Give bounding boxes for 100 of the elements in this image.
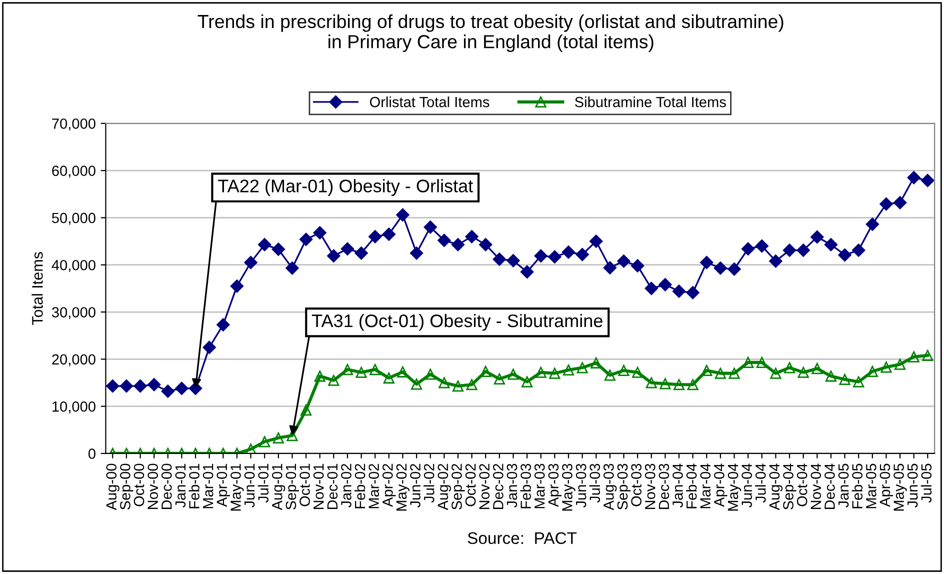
point (508, 368, 519, 380)
point (202, 340, 216, 354)
source-note: Source: PACT (468, 532, 577, 544)
point (755, 239, 768, 253)
x-tick-label: Nov-01 (313, 464, 324, 509)
point (244, 256, 258, 270)
x-tick-label: Aug-00 (106, 464, 120, 510)
x-tick-label: Sep-04 (783, 464, 796, 510)
point (812, 363, 823, 374)
point (742, 356, 754, 368)
point (410, 378, 422, 390)
point (424, 368, 436, 380)
point (106, 379, 120, 393)
point (658, 278, 672, 292)
point (492, 252, 506, 266)
point (259, 436, 270, 448)
chart-title: Trends in prescribing of drugs to treat obesity (orlistat and sibutramine) in Primary Care in England (total items) (198, 14, 784, 52)
point (286, 262, 299, 275)
x-tick-label: May-02 (396, 464, 410, 511)
point (161, 384, 174, 398)
point (686, 286, 700, 300)
x-tick-label: Jul-02 (424, 464, 434, 503)
point (549, 368, 560, 379)
point (216, 318, 230, 332)
x-tick-label: Dec-00 (161, 464, 172, 509)
x-tick-label: Nov-03 (644, 464, 656, 509)
point (824, 238, 838, 252)
point (506, 254, 520, 268)
point (700, 256, 714, 270)
x-tick-label: Mar-03 (534, 464, 545, 508)
point (521, 376, 533, 388)
x-tick-label: Jan-03 (506, 464, 518, 508)
point (299, 232, 313, 246)
x-tick-label: Apr-02 (382, 464, 396, 507)
x-tick-label: Apr-03 (548, 464, 562, 507)
point (714, 368, 726, 379)
y-tick-label: 50,000 (52, 212, 96, 225)
x-tick-label: May-04 (728, 464, 742, 511)
x-tick-label: Jun-05 (907, 464, 918, 508)
x-tick-label: Sep-00 (120, 464, 134, 510)
point (921, 174, 934, 188)
x-tick-label: Jun-01 (244, 464, 255, 508)
point (894, 358, 906, 370)
point (134, 379, 147, 393)
point (866, 218, 879, 231)
point (438, 377, 450, 388)
point (907, 171, 920, 184)
x-tick-label: Oct-02 (465, 464, 476, 506)
point (340, 242, 354, 256)
x-tick-label: Dec-04 (824, 464, 835, 509)
x-tick-label: Apr-01 (216, 464, 230, 507)
point (300, 404, 312, 416)
x-tick-label: Feb-03 (520, 464, 531, 508)
point (796, 244, 810, 257)
x-tick-label: Aug-03 (604, 464, 617, 510)
x-tick-label: May-01 (230, 464, 244, 511)
point (480, 366, 492, 377)
point (880, 197, 893, 211)
point (354, 246, 368, 260)
x-tick-label: Jun-03 (576, 464, 586, 508)
point (728, 262, 741, 276)
x-tick-label: Sep-01 (286, 464, 300, 510)
x-tick-label: Mar-01 (202, 464, 214, 508)
point (410, 246, 424, 260)
x-tick-label: Dec-01 (327, 464, 338, 509)
point (853, 376, 864, 388)
point (590, 234, 603, 248)
x-tick-label: Oct-04 (796, 464, 808, 506)
point (562, 246, 576, 259)
point (342, 364, 354, 376)
point (534, 249, 548, 262)
point (839, 374, 850, 385)
point (230, 279, 244, 293)
point (175, 382, 188, 395)
x-tick-label: Jan-05 (838, 464, 849, 508)
x-tick-label: Jun-02 (410, 464, 420, 508)
point (632, 366, 644, 378)
point (451, 238, 465, 252)
point (922, 350, 934, 361)
point (147, 378, 161, 392)
point (452, 380, 464, 392)
x-tick-label: Sep-02 (452, 464, 465, 510)
point (327, 249, 340, 262)
point (866, 366, 878, 377)
x-tick-label: Jun-04 (742, 464, 752, 508)
y-tick-label: 60,000 (52, 166, 96, 178)
y-tick-label: 30,000 (52, 307, 96, 320)
point (396, 208, 410, 222)
x-tick-label: Jan-04 (672, 464, 683, 508)
point (728, 368, 740, 379)
point (383, 372, 394, 384)
x-tick-label: Apr-04 (714, 464, 728, 507)
x-tick-label: Oct-03 (631, 464, 642, 506)
point (672, 284, 686, 298)
point (893, 196, 907, 210)
point (382, 228, 396, 241)
point (576, 362, 588, 374)
x-tick-label: Aug-01 (272, 464, 286, 510)
point (769, 254, 782, 268)
y-tick-label: 0 (88, 448, 96, 459)
